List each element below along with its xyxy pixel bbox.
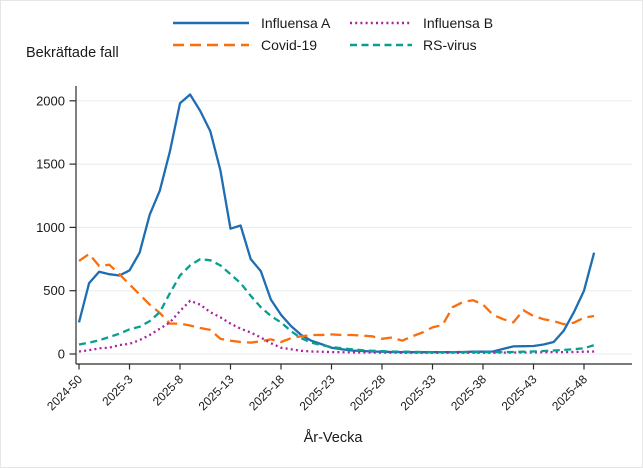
y-axis-title: Bekräftade fall [26, 45, 119, 61]
x-tick-label: 2025-23 [297, 372, 338, 413]
legend-item-rs-virus: RS-virus [350, 37, 477, 53]
y-tick-label: 0 [58, 347, 65, 362]
x-tick-label: 2025-38 [448, 372, 489, 413]
series-line-covid-19 [78, 252, 595, 344]
x-tick-label: 2025-28 [347, 372, 388, 413]
legend-item-influensa-b: Influensa B [350, 15, 493, 31]
y-tick-label: 1000 [36, 220, 65, 235]
legend-label-influensa-b: Influensa B [423, 15, 493, 31]
x-tick-label: 2025-18 [246, 372, 287, 413]
y-tick-label: 2000 [36, 93, 65, 108]
y-tick-label: 1500 [36, 157, 65, 172]
series-line-influensa-a [77, 93, 596, 354]
x-tick-label: 2025-33 [398, 372, 439, 413]
legend-item-covid-19: Covid-19 [173, 37, 317, 53]
legend: Influensa A Covid-19 Influensa B RS-virus [173, 15, 493, 53]
x-tick-label: 2025-13 [196, 372, 237, 413]
legend-label-influensa-a: Influensa A [261, 15, 331, 31]
x-tick-label: 2025-3 [99, 372, 136, 409]
x-tick-label: 2025-8 [150, 372, 187, 409]
x-tick-label: 2024-50 [44, 372, 85, 413]
x-axis-title: År-Vecka [303, 430, 363, 446]
legend-item-influensa-a: Influensa A [173, 15, 331, 31]
legend-label-covid-19: Covid-19 [261, 37, 317, 53]
series-line-rs-virus [78, 257, 595, 354]
x-tick-label: 2025-43 [499, 372, 540, 413]
legend-label-rs-virus: RS-virus [423, 37, 477, 53]
y-tick-label: 500 [43, 283, 65, 298]
x-tick-label: 2025-48 [549, 372, 590, 413]
